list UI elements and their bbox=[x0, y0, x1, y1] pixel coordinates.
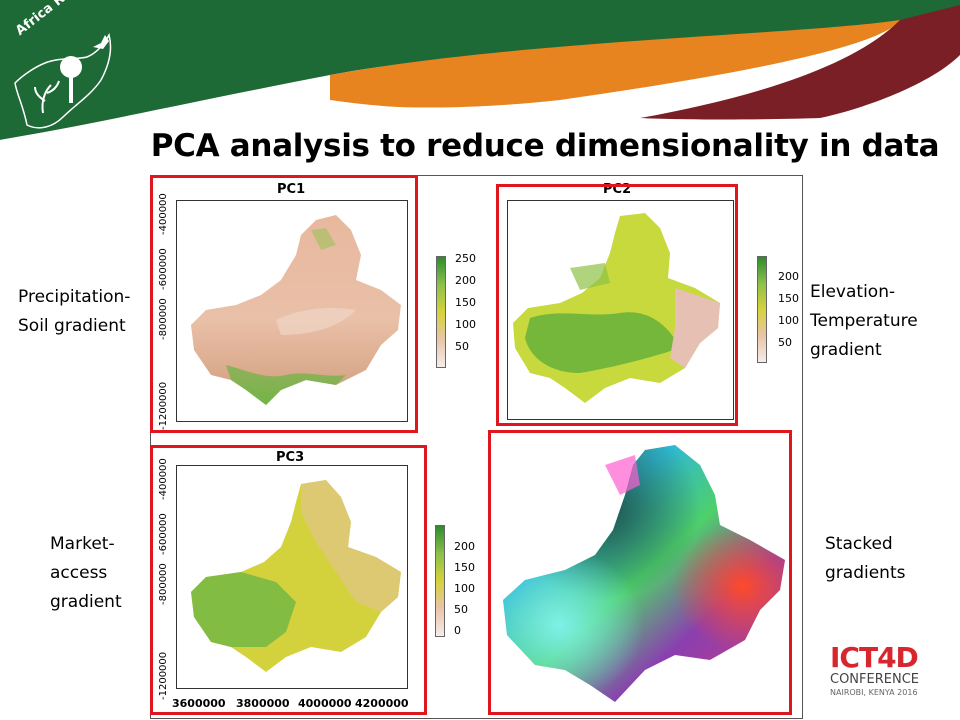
pc3-colorbar bbox=[435, 525, 445, 637]
pc2-legend-label: 200 bbox=[778, 270, 799, 283]
pc3-xtick: 4000000 bbox=[298, 697, 352, 710]
stacked-map bbox=[503, 445, 785, 702]
pc3-legend-label: 200 bbox=[454, 540, 475, 553]
label-line: Precipitation- bbox=[18, 287, 131, 307]
stacked-map-shape bbox=[503, 445, 785, 702]
pc1-legend-label: 100 bbox=[455, 318, 476, 331]
pc3-xtick: 4200000 bbox=[355, 697, 409, 710]
pc3-legend-label: 100 bbox=[454, 582, 475, 595]
slide-title: PCA analysis to reduce dimensionality in… bbox=[150, 128, 940, 164]
header-banner bbox=[0, 0, 960, 150]
pc3-legend-label: 0 bbox=[454, 624, 461, 637]
pc3-title: PC3 bbox=[276, 450, 305, 465]
pc1-legend-label: 150 bbox=[455, 296, 476, 309]
pc3-xtick: 3600000 bbox=[172, 697, 226, 710]
pc1-highlight-box bbox=[150, 175, 418, 433]
pc1-title: PC1 bbox=[277, 182, 306, 197]
pc3-gradient-label: Market- access gradient bbox=[50, 530, 122, 617]
label-line: gradients bbox=[825, 563, 906, 583]
ict4d-logo: ICT4D CONFERENCE NAIROBI, KENYA 2016 bbox=[830, 644, 948, 706]
pc3-xtick: 3800000 bbox=[236, 697, 290, 710]
pc1-legend-label: 50 bbox=[455, 340, 469, 353]
label-line: Elevation- bbox=[810, 282, 896, 302]
pc1-colorbar bbox=[436, 256, 446, 368]
stacked-gradient-label: Stacked gradients bbox=[825, 530, 905, 588]
pc3-legend-label: 150 bbox=[454, 561, 475, 574]
pc2-gradient-label: Elevation- Temperature gradient bbox=[810, 278, 918, 365]
pc3-legend-label: 50 bbox=[454, 603, 468, 616]
ict4d-logo-main: ICT4D bbox=[830, 641, 919, 674]
pc2-highlight-box bbox=[496, 184, 738, 426]
label-line: gradient bbox=[810, 340, 882, 360]
label-line: Market- bbox=[50, 534, 115, 554]
pc2-legend-label: 100 bbox=[778, 314, 799, 327]
africa-rising-logo: Africa RISING bbox=[5, 0, 120, 130]
pc1-legend-label: 250 bbox=[455, 252, 476, 265]
label-line: access bbox=[50, 563, 108, 583]
ict4d-logo-sub: CONFERENCE bbox=[830, 672, 919, 687]
label-line: gradient bbox=[50, 592, 122, 612]
label-line: Stacked bbox=[825, 534, 893, 554]
pc2-legend-label: 150 bbox=[778, 292, 799, 305]
stacked-highlight-box bbox=[488, 430, 792, 715]
pc1-gradient-label: Precipitation- Soil gradient bbox=[18, 283, 130, 341]
pc1-map bbox=[191, 215, 401, 405]
pc2-colorbar bbox=[757, 256, 767, 363]
label-line: Temperature bbox=[810, 311, 918, 331]
pc2-map bbox=[513, 213, 720, 403]
pc2-legend-label: 50 bbox=[778, 336, 792, 349]
pc3-map bbox=[191, 480, 401, 672]
ict4d-logo-place: NAIROBI, KENYA 2016 bbox=[830, 688, 918, 697]
pc3-highlight-box bbox=[150, 445, 427, 715]
label-line: Soil gradient bbox=[18, 316, 126, 336]
pc1-legend-label: 200 bbox=[455, 274, 476, 287]
